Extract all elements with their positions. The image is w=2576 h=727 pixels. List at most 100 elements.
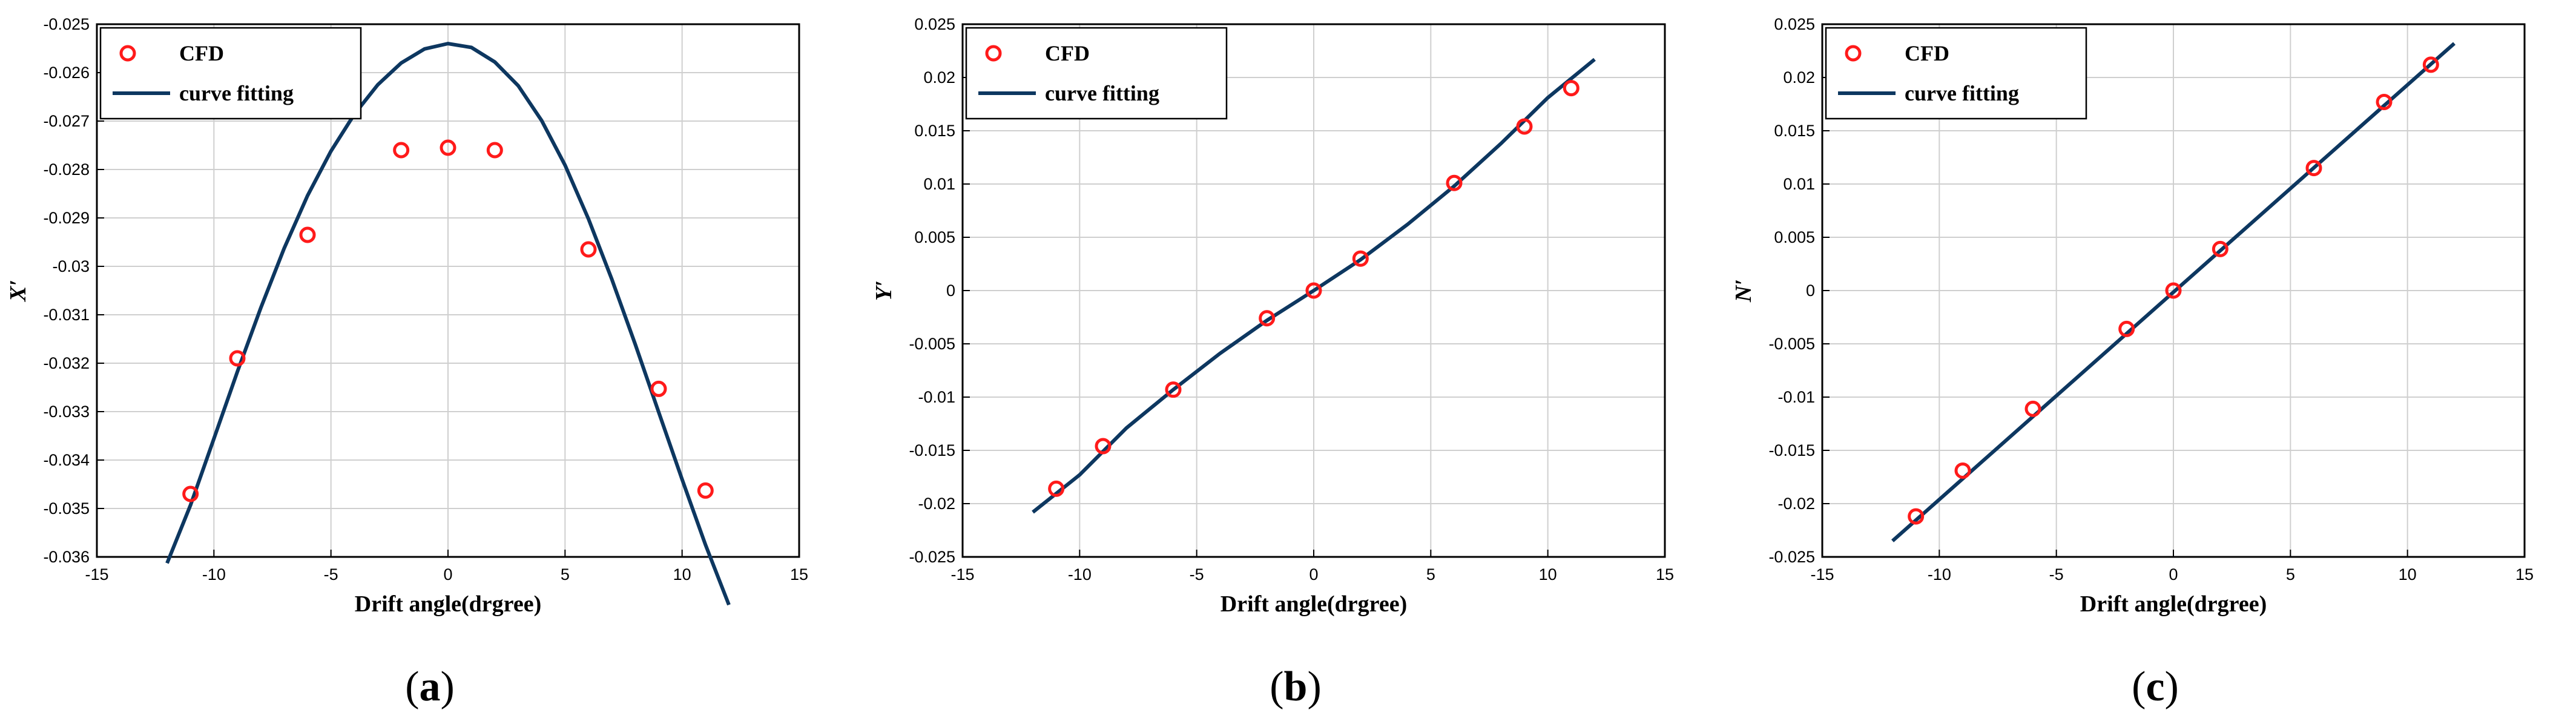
- y-tick-label: -0.025: [1768, 548, 1815, 566]
- x-tick-label: 15: [2515, 565, 2534, 584]
- data-point-cfd: [580, 241, 597, 258]
- legend-label: CFD: [1045, 41, 1090, 65]
- y-tick-label: 0.01: [1783, 175, 1815, 193]
- y-tick-label: -0.026: [43, 64, 90, 82]
- x-tick-label: 0: [1309, 565, 1318, 584]
- x-tick-label: -5: [1190, 565, 1204, 584]
- data-point-cfd: [1305, 282, 1322, 299]
- chart-b: -15 -10 -5 0 5 10 15 -0.025 -0.02 -0.015 -0.01 -0.0…: [871, 15, 1674, 617]
- y-tick-label: -0.015: [909, 441, 955, 459]
- y-tick-label: -0.015: [1768, 441, 1815, 459]
- x-tick-label: 0: [443, 565, 452, 584]
- x-tick-label: -5: [324, 565, 338, 584]
- y-tick-label: 0.025: [1774, 15, 1815, 33]
- data-point-cfd: [1095, 438, 1112, 455]
- data-point-cfd: [650, 380, 667, 397]
- data-point-cfd: [440, 139, 456, 156]
- data-point-cfd: [2024, 400, 2041, 417]
- legend-label: CFD: [179, 41, 224, 65]
- x-tick-label: -15: [1810, 565, 1834, 584]
- series-line-curve-fitting: [1891, 42, 2456, 542]
- data-point-cfd: [1563, 80, 1580, 97]
- y-tick-label: 0.01: [923, 175, 955, 193]
- data-point-cfd: [697, 482, 714, 499]
- data-point-cfd: [1352, 250, 1369, 267]
- y-axis-label: N′: [1731, 279, 1756, 303]
- series-line-curve-fitting: [165, 41, 731, 606]
- caption-a: (a): [405, 663, 455, 710]
- y-tick-label: -0.02: [918, 495, 955, 513]
- chart-c: -15 -10 -5 0 5 10 15 -0.025 -0.02 -0.015 -0.01 -0.0…: [1731, 15, 2534, 617]
- data-point-cfd: [182, 485, 199, 502]
- x-tick-label: -15: [85, 565, 108, 584]
- data-point-cfd: [1165, 381, 1182, 398]
- y-tick-label: -0.036: [43, 548, 90, 566]
- y-tick-label: -0.031: [43, 306, 90, 324]
- y-tick-label: -0.01: [918, 388, 955, 406]
- y-tick-label: -0.027: [43, 112, 90, 130]
- y-tick-label: -0.03: [52, 257, 90, 275]
- data-point-cfd: [1259, 310, 1276, 327]
- y-tick-label: 0.02: [1783, 68, 1815, 87]
- y-tick-label: 0.02: [923, 68, 955, 87]
- data-point-cfd: [393, 142, 410, 159]
- y-tick-label: 0.015: [914, 122, 955, 140]
- y-tick-label: -0.025: [909, 548, 955, 566]
- data-point-cfd: [229, 350, 246, 367]
- y-tick-label: -0.034: [43, 451, 90, 469]
- x-tick-label: -5: [2049, 565, 2064, 584]
- chart-a: -15 -10 -5 0 5 10 15 -0.036 -0.035 -0.034 -0.033 -0…: [5, 15, 808, 617]
- data-point-cfd: [2376, 93, 2393, 110]
- legend-box: [1825, 27, 2087, 120]
- x-tick-label: -15: [950, 565, 974, 584]
- y-tick-label: -0.029: [43, 209, 90, 227]
- x-tick-label: 10: [673, 565, 691, 584]
- y-tick-label: 0.005: [914, 228, 955, 246]
- y-tick-label: 0: [946, 281, 955, 300]
- caption-b-letter: b: [1283, 663, 1308, 710]
- caption-c-letter: c: [2146, 663, 2165, 710]
- x-tick-label: 5: [1426, 565, 1435, 584]
- y-tick-label: 0.015: [1774, 122, 1815, 140]
- y-tick-label: -0.025: [43, 15, 90, 33]
- y-tick-label: -0.028: [43, 160, 90, 179]
- x-tick-label: 5: [2286, 565, 2295, 584]
- legend-marker-cfd: [119, 45, 136, 62]
- caption-b: (b): [1270, 663, 1322, 710]
- data-point-cfd: [2305, 160, 2322, 177]
- x-axis-label: Drift angle(drgree): [2080, 591, 2267, 617]
- data-point-cfd: [486, 142, 503, 159]
- data-point-cfd: [1446, 174, 1463, 191]
- x-tick-label: -10: [1928, 565, 1951, 584]
- panel-a: -15 -10 -5 0 5 10 15 -0.036 -0.035 -0.034 -0.033 -0…: [0, 0, 860, 727]
- data-point-cfd: [2212, 240, 2228, 257]
- data-point-cfd: [2118, 320, 2135, 337]
- panel-b: -15 -10 -5 0 5 10 15 -0.025 -0.02 -0.015 -0.01 -0.0…: [866, 0, 1725, 727]
- y-tick-label: -0.005: [1768, 335, 1815, 353]
- data-point-cfd: [2422, 56, 2439, 73]
- x-axis-label: Drift angle(drgree): [1220, 591, 1407, 617]
- y-tick-label: 0.025: [914, 15, 955, 33]
- x-tick-label: 10: [1539, 565, 1557, 584]
- y-tick-label: -0.005: [909, 335, 955, 353]
- series-line-curve-fitting: [1032, 58, 1596, 514]
- legend-label: curve fitting: [1045, 81, 1159, 105]
- x-tick-label: -10: [202, 565, 226, 584]
- legend-marker-cfd: [985, 45, 1002, 62]
- x-tick-label: 15: [1656, 565, 1674, 584]
- y-axis-label: Y′: [871, 280, 897, 301]
- data-point-cfd: [1954, 462, 1971, 479]
- y-tick-label: 0: [1806, 281, 1815, 300]
- y-tick-label: -0.01: [1777, 388, 1815, 406]
- x-axis-label: Drift angle(drgree): [355, 591, 541, 617]
- data-point-cfd: [1516, 118, 1533, 135]
- y-tick-label: -0.033: [43, 403, 90, 421]
- x-tick-label: 15: [790, 565, 808, 584]
- data-point-cfd: [2165, 282, 2182, 299]
- y-axis-label: X′: [5, 280, 31, 302]
- x-tick-label: -10: [1068, 565, 1092, 584]
- legend-label: curve fitting: [1905, 81, 2019, 105]
- legend-marker-cfd: [1845, 45, 1862, 62]
- y-tick-label: -0.02: [1777, 495, 1815, 513]
